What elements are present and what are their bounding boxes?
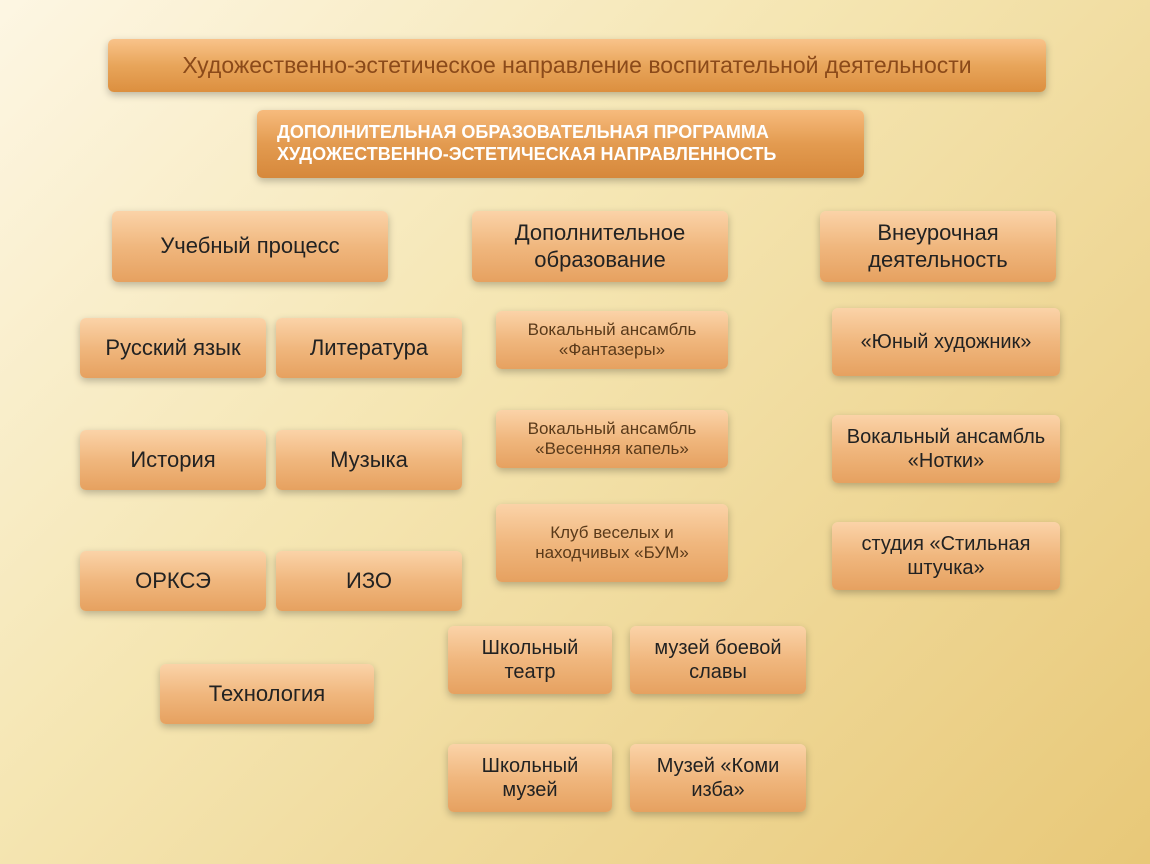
subtitle-box: ДОПОЛНИТЕЛЬНАЯ ОБРАЗОВАТЕЛЬНАЯ ПРОГРАММА…	[257, 110, 864, 178]
item-notki: Вокальный ансамбль «Нотки»	[832, 415, 1060, 483]
item-literature: Литература	[276, 318, 462, 378]
item-young-artist: «Юный художник»	[832, 308, 1060, 376]
item-vesennyaya: Вокальный ансамбль «Весенняя капель»	[496, 410, 728, 468]
item-stilnaya: студия «Стильная штучка»	[832, 522, 1060, 590]
item-komi-izba: Музей «Коми изба»	[630, 744, 806, 812]
item-izo: ИЗО	[276, 551, 462, 611]
item-russian: Русский язык	[80, 318, 266, 378]
item-fantazery: Вокальный ансамбль «Фантазеры»	[496, 311, 728, 369]
item-orkse: ОРКСЭ	[80, 551, 266, 611]
category-col2: Дополнительное образование	[472, 211, 728, 282]
category-col3: Внеурочная деятельность	[820, 211, 1056, 282]
item-school-theatre: Школьный театр	[448, 626, 612, 694]
item-bum: Клуб веселых и находчивых «БУМ»	[496, 504, 728, 582]
item-museum-glory: музей боевой славы	[630, 626, 806, 694]
item-history: История	[80, 430, 266, 490]
item-technology: Технология	[160, 664, 374, 724]
title-box: Художественно-эстетическое направление в…	[108, 39, 1046, 92]
item-music: Музыка	[276, 430, 462, 490]
item-school-museum: Школьный музей	[448, 744, 612, 812]
category-col1: Учебный процесс	[112, 211, 388, 282]
